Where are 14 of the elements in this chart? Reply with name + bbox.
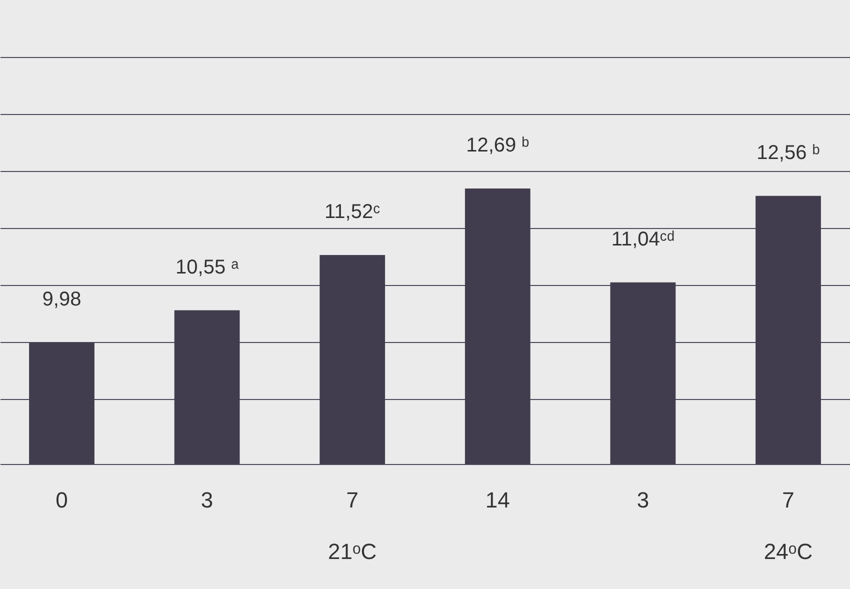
x-tick-label: 7 [782,488,794,512]
text: 21ᵒC [328,539,377,564]
x-tick-label: 3 [636,488,650,512]
data-label: 12,56 ᵇ [756,142,820,164]
data-label: 12,69 ᵇ [466,134,530,156]
x-tick-label: 14 [485,488,510,512]
data-label: 9,98 [42,288,82,311]
data-label: 11,04ᶜᵈ [611,228,675,250]
x-tick-label: 0 [56,488,68,512]
x-tick-label: 7 [346,488,358,512]
data-label: 11,52ᶜ [324,201,380,224]
data-label: 10,55 ᵃ [176,256,240,278]
x-tick-label: 3 [200,488,214,512]
text: 24ᵒC [764,539,813,564]
